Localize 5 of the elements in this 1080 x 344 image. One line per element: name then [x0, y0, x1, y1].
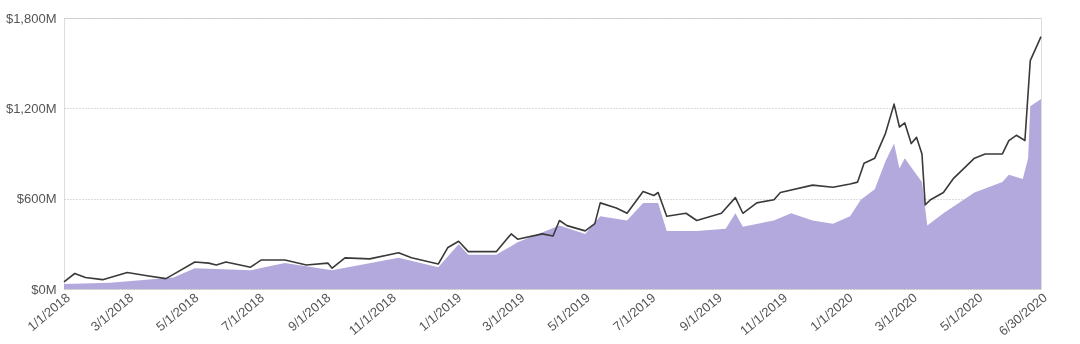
y-tick-label: $1,800M [5, 10, 57, 26]
y-tick-label: $600M [16, 191, 57, 207]
y-tick-label: $0M [31, 281, 57, 297]
y-tick-label: $1,200M [5, 100, 57, 116]
line-series [63, 35, 1042, 283]
